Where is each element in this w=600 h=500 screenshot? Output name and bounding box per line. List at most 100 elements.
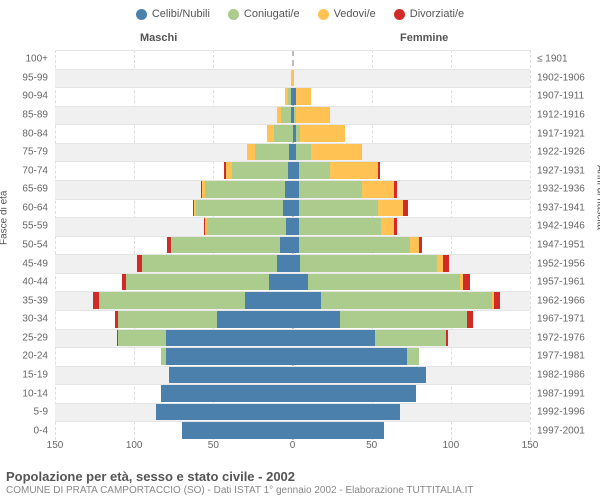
bar-male [182, 422, 293, 439]
y-tick-age: 35-39 [22, 295, 48, 306]
seg-divorziati [467, 311, 473, 328]
seg-divorziati [394, 181, 397, 198]
seg-celibi [182, 422, 293, 439]
bar-female [293, 125, 345, 142]
seg-celibi [269, 274, 293, 291]
legend-label-vedovi: Vedovi/e [334, 8, 376, 20]
seg-celibi [280, 237, 293, 254]
seg-coniugati [296, 144, 312, 161]
seg-vedovi [381, 218, 394, 235]
pyramid-row [55, 329, 530, 348]
y-tick-year: 1947-1951 [537, 240, 585, 251]
seg-coniugati [118, 330, 166, 347]
bar-female [293, 181, 397, 198]
seg-coniugati [207, 218, 286, 235]
footer: Popolazione per età, sesso e stato civil… [6, 469, 594, 496]
bar-male [161, 348, 292, 365]
bar-female [293, 144, 363, 161]
pyramid-row [55, 403, 530, 422]
bar-male [204, 218, 293, 235]
y-tick-age: 45-49 [22, 258, 48, 269]
seg-celibi [293, 404, 401, 421]
seg-celibi [293, 367, 426, 384]
y-tick-year: 1967-1971 [537, 314, 585, 325]
bar-female [293, 237, 423, 254]
y-tick-year: 1972-1976 [537, 332, 585, 343]
seg-divorziati [494, 292, 500, 309]
seg-celibi [293, 330, 375, 347]
label-males: Maschi [140, 32, 177, 44]
y-tick-year: 1987-1991 [537, 388, 585, 399]
pyramid-row [55, 254, 530, 273]
bar-male [156, 404, 292, 421]
label-females: Femmine [400, 32, 448, 44]
seg-vedovi [330, 162, 378, 179]
x-tick: 150 [522, 440, 539, 451]
seg-coniugati [299, 218, 381, 235]
y-tick-year: 1952-1956 [537, 258, 585, 269]
pyramid-row [55, 161, 530, 180]
seg-divorziati [463, 274, 469, 291]
seg-coniugati [299, 162, 331, 179]
y-tick-age: 70-74 [22, 165, 48, 176]
seg-coniugati [172, 237, 280, 254]
seg-vedovi [247, 144, 255, 161]
bar-male [137, 255, 292, 272]
x-tick: 0 [290, 440, 296, 451]
x-tick: 100 [126, 440, 143, 451]
bar-male [115, 311, 292, 328]
seg-vedovi [410, 237, 420, 254]
y-tick-age: 20-24 [22, 351, 48, 362]
bar-male [201, 181, 293, 198]
y-tick-year: ≤ 1901 [537, 54, 568, 65]
y-tick-age: 80-84 [22, 128, 48, 139]
bar-female [293, 385, 417, 402]
pyramid-row [55, 199, 530, 218]
seg-coniugati [407, 348, 420, 365]
bar-female [293, 311, 473, 328]
x-axis: 15010050050100150 [55, 440, 530, 456]
y-tick-year: 1922-1926 [537, 147, 585, 158]
seg-coniugati [340, 311, 467, 328]
y-tick-year: 1982-1986 [537, 370, 585, 381]
pyramid-row [55, 87, 530, 106]
y-tick-year: 1912-1916 [537, 110, 585, 121]
chart-title: Popolazione per età, sesso e stato civil… [6, 469, 594, 484]
pyramid-row [55, 143, 530, 162]
seg-celibi [156, 404, 292, 421]
y-tick-age: 90-94 [22, 91, 48, 102]
legend-swatch-vedovi [318, 9, 329, 20]
pyramid-row [55, 236, 530, 255]
seg-celibi [277, 255, 293, 272]
bar-female [293, 404, 401, 421]
bar-female [293, 292, 500, 309]
bar-female [293, 255, 450, 272]
pyramid-row [55, 180, 530, 199]
seg-vedovi [293, 70, 295, 87]
y-tick-year: 1977-1981 [537, 351, 585, 362]
pyramid-row [55, 384, 530, 403]
y-tick-age: 50-54 [22, 240, 48, 251]
seg-coniugati [321, 292, 492, 309]
y-tick-year: 1917-1921 [537, 128, 585, 139]
seg-coniugati [142, 255, 277, 272]
seg-divorziati [394, 218, 397, 235]
x-tick: 50 [366, 440, 377, 451]
y-tick-year: 1942-1946 [537, 221, 585, 232]
bar-male [93, 292, 292, 309]
seg-vedovi [311, 144, 362, 161]
seg-coniugati [300, 255, 436, 272]
seg-divorziati [443, 255, 449, 272]
y-axis-left: 100+95-9990-9485-8980-8475-7970-7465-696… [0, 50, 50, 440]
y-axis-right: ≤ 19011902-19061907-19111912-19161917-19… [535, 50, 600, 440]
pyramid-row [55, 217, 530, 236]
legend-label-celibi: Celibi/Nubili [152, 8, 210, 20]
chart-subtitle: COMUNE DI PRATA CAMPORTACCIO (SO) - Dati… [6, 485, 594, 496]
bar-female [293, 200, 409, 217]
x-tick: 100 [442, 440, 459, 451]
legend: Celibi/NubiliConiugati/eVedovi/eDivorzia… [0, 0, 600, 20]
bar-female [293, 422, 385, 439]
legend-item-celibi: Celibi/Nubili [136, 8, 210, 20]
pyramid-row [55, 124, 530, 143]
y-tick-year: 1902-1906 [537, 72, 585, 83]
